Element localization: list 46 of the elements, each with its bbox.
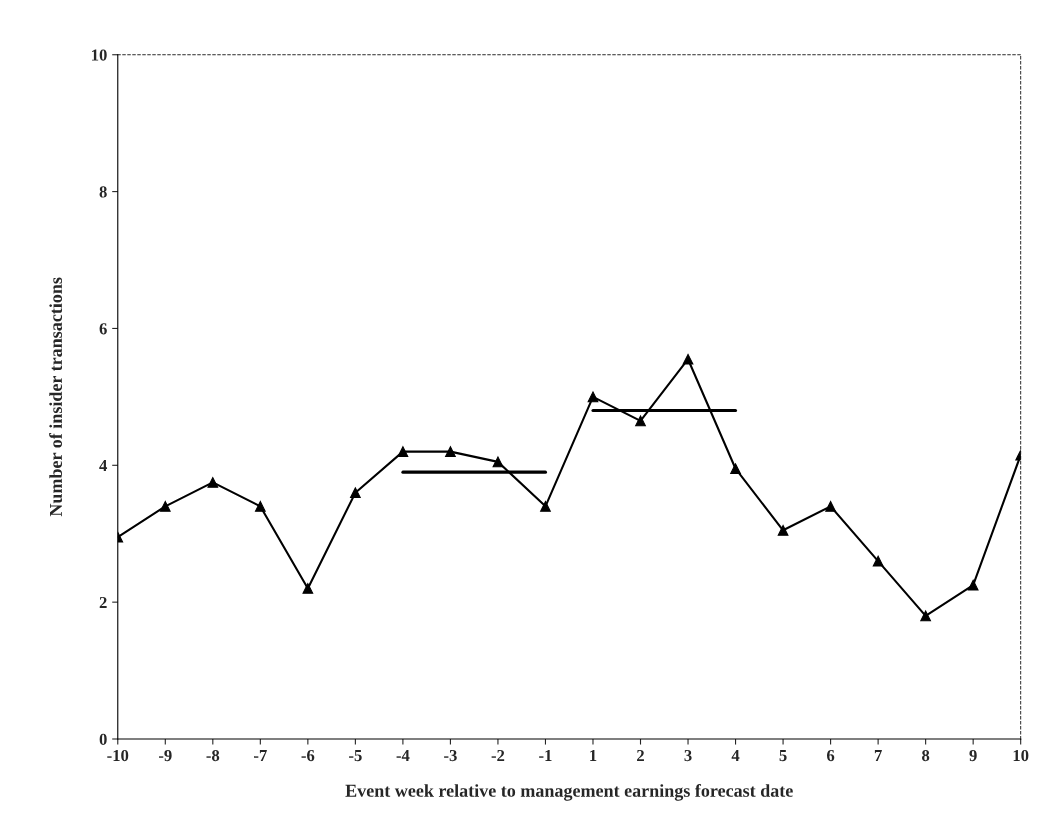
x-tick-label: -10: [107, 749, 129, 762]
x-tick-label: 9: [969, 749, 977, 762]
x-tick-label: -1: [539, 749, 552, 761]
point: [872, 555, 884, 567]
x-tick-label: 8: [922, 749, 930, 762]
x-tick-label: -6: [301, 749, 315, 762]
point: [967, 579, 979, 591]
point: [825, 500, 836, 512]
x-tick-label: 2: [637, 749, 644, 761]
x-tick-label: -2: [491, 749, 505, 761]
point: [350, 487, 361, 499]
point: [920, 610, 932, 622]
x-tick-label: -9: [158, 749, 172, 762]
x-tick-label: -8: [206, 749, 220, 762]
point: [587, 391, 599, 403]
x-tick-label: 6: [827, 749, 835, 762]
x-tick-label: 4: [731, 750, 740, 761]
y-axis-title: Number of insider transactions: [49, 277, 63, 517]
point: [540, 500, 551, 512]
x-tick-label: 1: [590, 749, 597, 761]
y-tick-label: 4: [99, 460, 108, 472]
point: [635, 415, 646, 427]
x-tick-label: -4: [396, 750, 410, 761]
point: [445, 446, 456, 457]
y-tick-label: 10: [92, 49, 107, 61]
y-tick-label: 2: [99, 596, 107, 608]
y-tick-label: 0: [99, 733, 107, 745]
x-tick-label: -5: [349, 750, 362, 762]
x-tick-label: 3: [684, 749, 692, 762]
x-tick-label: 5: [779, 750, 787, 762]
x-tick-label: -7: [254, 750, 267, 761]
x-tick-label: 7: [874, 750, 882, 761]
point: [682, 353, 694, 365]
x-tick-label: 10: [1013, 749, 1029, 762]
x-tick-label: -3: [444, 749, 457, 762]
point: [730, 463, 741, 475]
x-axis-title: Event week relative to management earnings forecast date: [345, 783, 793, 801]
y-tick-label: 8: [99, 186, 107, 198]
point: [777, 524, 789, 536]
point: [397, 446, 409, 457]
point: [207, 477, 219, 488]
point: [254, 500, 266, 512]
y-tick-label: 6: [99, 323, 107, 335]
point: [159, 500, 171, 512]
point: [492, 456, 504, 468]
point: [302, 583, 314, 594]
